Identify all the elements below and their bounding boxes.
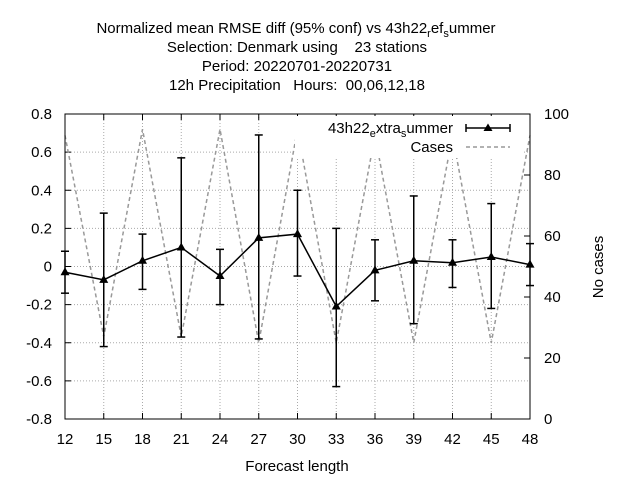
legend: 43h22extrasummer Cases <box>295 116 523 158</box>
x-tick-label: 12 <box>57 431 74 448</box>
data-point <box>215 271 225 280</box>
chart-title: Normalized mean RMSE diff (95% conf) vs … <box>96 20 495 94</box>
y-axis-ticks: 0.8 0.6 0.4 0.2 0 -0.2 -0.4 -0.6 -0.8 <box>26 106 71 428</box>
data-point <box>99 274 109 283</box>
y-tick-label: -0.8 <box>26 411 52 428</box>
y-tick-label: 0 <box>44 259 52 276</box>
y-tick-label: -0.6 <box>26 373 52 390</box>
x-tick-label: 36 <box>367 431 384 448</box>
plot-frame <box>64 113 531 420</box>
data-point <box>138 255 147 264</box>
x-tick-label: 30 <box>289 431 306 448</box>
title-line-4: 12h Precipitation Hours: 00,06,12,18 <box>169 77 425 94</box>
legend-label-cases: Cases <box>410 139 453 156</box>
y2-tick-label: 40 <box>544 289 561 306</box>
y-tick-label: 0.6 <box>31 144 52 161</box>
legend-marker-main <box>483 123 493 131</box>
x-tick-label: 42 <box>444 431 461 448</box>
data-point <box>254 232 264 241</box>
x-tick-label: 21 <box>173 431 190 448</box>
legend-label-main: 43h22extrasummer <box>328 120 453 140</box>
x-tick-label: 27 <box>250 431 267 448</box>
data-point <box>409 255 419 264</box>
x-axis-title: Forecast length <box>245 458 348 475</box>
x-tick-label: 45 <box>483 431 500 448</box>
y-tick-label: -0.4 <box>26 335 52 352</box>
data-point <box>486 251 496 260</box>
title-line-1: Normalized mean RMSE diff (95% conf) vs … <box>96 20 495 40</box>
y-tick-label: 0.2 <box>31 220 52 237</box>
x-tick-label: 33 <box>328 431 345 448</box>
x-tick-label: 39 <box>405 431 422 448</box>
title-line-2: Selection: Denmark using 23 stations <box>167 39 427 56</box>
y2-axis-title: No cases <box>590 236 607 299</box>
y-tick-label: 0.8 <box>31 106 52 123</box>
data-point <box>293 229 302 238</box>
y2-tick-label: 20 <box>544 350 561 367</box>
data-point <box>176 242 186 251</box>
data-point <box>448 257 457 266</box>
data-point <box>331 301 341 310</box>
y2-axis-ticks: 100 80 60 40 20 0 <box>524 106 569 428</box>
title-line-3: Period: 20220701-20220731 <box>202 58 392 75</box>
data-point <box>370 265 380 274</box>
y2-tick-label: 0 <box>544 411 552 428</box>
x-tick-label: 15 <box>95 431 112 448</box>
y-tick-label: -0.2 <box>26 297 52 314</box>
x-tick-label: 48 <box>522 431 539 448</box>
y2-tick-label: 60 <box>544 228 561 245</box>
y-tick-label: 0.4 <box>31 182 52 199</box>
x-tick-label: 18 <box>134 431 151 448</box>
y2-tick-label: 100 <box>544 106 569 123</box>
y2-tick-label: 80 <box>544 167 561 184</box>
x-axis-ticks: 12 15 18 21 24 27 30 33 36 39 42 45 48 <box>57 114 539 448</box>
x-tick-label: 24 <box>212 431 229 448</box>
